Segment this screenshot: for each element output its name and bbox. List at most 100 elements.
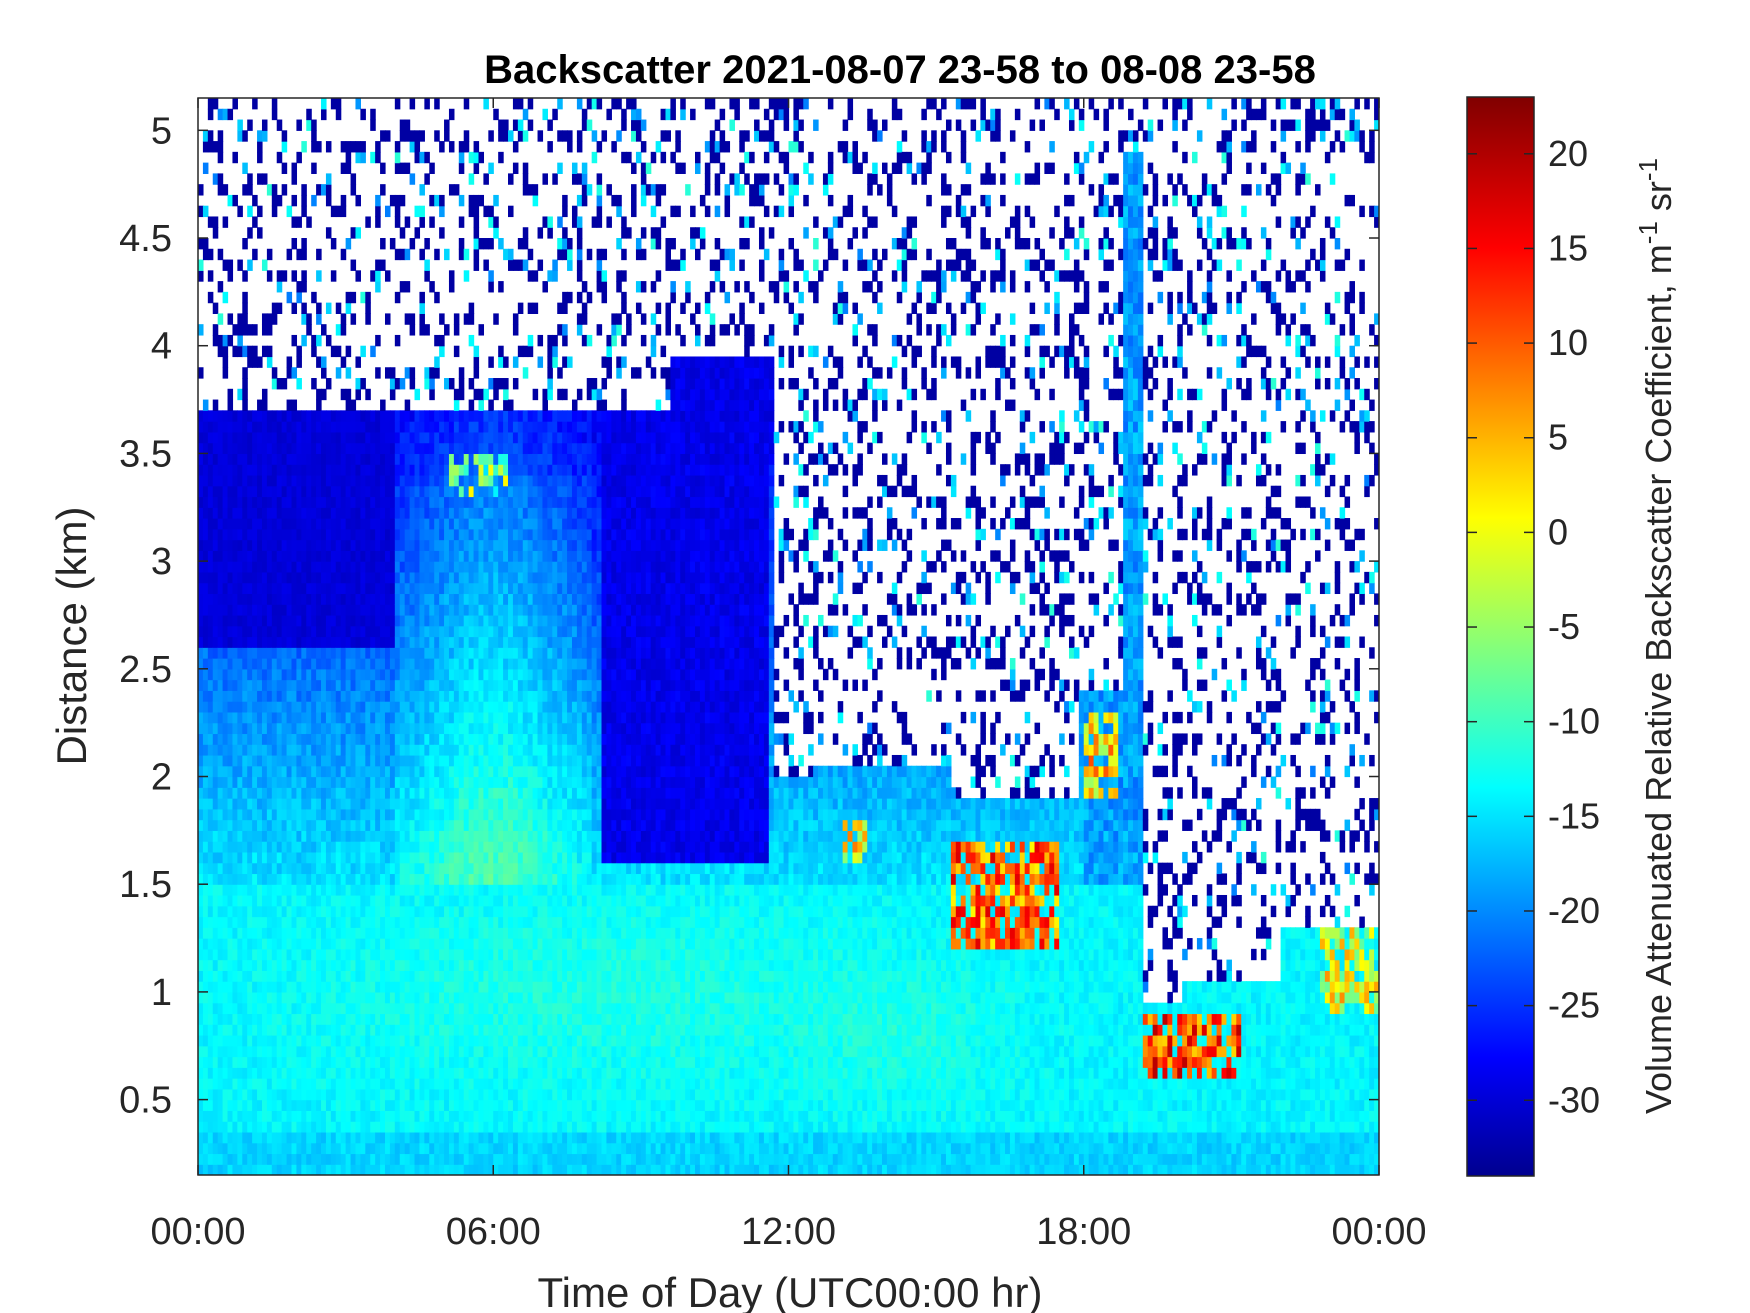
heatmap-cell bbox=[355, 1153, 361, 1165]
heatmap-cell bbox=[453, 1121, 460, 1133]
heatmap-cell bbox=[434, 690, 440, 702]
heatmap-cell bbox=[424, 604, 430, 616]
heatmap-cell bbox=[227, 647, 234, 659]
heatmap-cell bbox=[503, 948, 509, 961]
heatmap-cell bbox=[232, 819, 238, 831]
heatmap-cell bbox=[473, 1099, 480, 1111]
heatmap-cell bbox=[448, 582, 455, 595]
heatmap-cell bbox=[498, 614, 504, 627]
heatmap-cell bbox=[325, 474, 332, 487]
heatmap-cell bbox=[375, 281, 381, 293]
heatmap-cell bbox=[473, 884, 480, 896]
heatmap-cell bbox=[503, 410, 509, 422]
heatmap-cell bbox=[222, 862, 229, 875]
heatmap-cell bbox=[198, 485, 204, 498]
heatmap-cell bbox=[419, 668, 425, 681]
heatmap-cell bbox=[493, 894, 499, 907]
heatmap-cell bbox=[266, 496, 273, 508]
heatmap-cell bbox=[242, 130, 248, 142]
heatmap-cell bbox=[414, 518, 421, 530]
heatmap-cell bbox=[247, 1013, 253, 1025]
heatmap-cell bbox=[237, 873, 243, 885]
heatmap-cell bbox=[232, 1045, 238, 1058]
heatmap-cell bbox=[316, 1056, 322, 1068]
heatmap-cell bbox=[444, 1088, 450, 1101]
heatmap-cell bbox=[306, 431, 312, 444]
heatmap-cell bbox=[325, 711, 332, 724]
heatmap-cell bbox=[508, 1024, 514, 1036]
heatmap-cell bbox=[311, 1045, 317, 1058]
heatmap-cell bbox=[325, 1164, 332, 1175]
heatmap-cell bbox=[242, 1164, 248, 1175]
heatmap-cell bbox=[261, 916, 268, 928]
heatmap-cell bbox=[399, 765, 406, 778]
heatmap-cell bbox=[276, 593, 283, 605]
heatmap-cell bbox=[360, 1034, 366, 1047]
heatmap-cell bbox=[468, 334, 475, 347]
heatmap-cell bbox=[350, 442, 357, 455]
heatmap-cell bbox=[232, 991, 238, 1004]
heatmap-cell bbox=[483, 873, 489, 885]
heatmap-cell bbox=[394, 1045, 401, 1058]
heatmap-cell bbox=[360, 151, 366, 164]
heatmap-cell bbox=[380, 668, 386, 681]
heatmap-cell bbox=[478, 151, 485, 164]
heatmap-cell bbox=[370, 1056, 376, 1068]
heatmap-cell bbox=[316, 1024, 322, 1036]
heatmap-cell bbox=[370, 658, 376, 670]
heatmap-cell bbox=[478, 1056, 485, 1068]
heatmap-cell bbox=[508, 970, 514, 982]
heatmap-cell bbox=[360, 981, 366, 993]
heatmap-cell bbox=[458, 808, 465, 821]
heatmap-cell bbox=[207, 1088, 214, 1101]
heatmap-cell bbox=[217, 431, 224, 444]
heatmap-cell bbox=[207, 582, 214, 595]
heatmap-cell bbox=[311, 141, 317, 153]
heatmap-cell bbox=[429, 830, 435, 842]
heatmap-cell bbox=[345, 873, 352, 885]
heatmap-cell bbox=[375, 981, 381, 993]
heatmap-cell bbox=[207, 1099, 214, 1111]
heatmap-cell bbox=[257, 485, 263, 498]
heatmap-cell bbox=[198, 722, 204, 735]
heatmap-cell bbox=[389, 884, 396, 896]
heatmap-cell bbox=[306, 582, 312, 595]
heatmap-cell bbox=[365, 722, 371, 735]
heatmap-cell bbox=[453, 431, 460, 444]
heatmap-cell bbox=[503, 916, 509, 928]
heatmap-cell bbox=[271, 787, 278, 799]
heatmap-cell bbox=[271, 744, 278, 756]
heatmap-cell bbox=[286, 604, 293, 616]
heatmap-cell bbox=[483, 593, 489, 605]
heatmap-cell bbox=[493, 507, 499, 519]
heatmap-cell bbox=[261, 1056, 268, 1068]
heatmap-cell bbox=[360, 1045, 366, 1058]
heatmap-cell bbox=[330, 916, 337, 928]
heatmap-cell bbox=[365, 485, 371, 498]
heatmap-cell bbox=[330, 1056, 337, 1068]
heatmap-cell bbox=[463, 851, 470, 864]
heatmap-cell bbox=[468, 378, 475, 390]
heatmap-cell bbox=[355, 496, 361, 508]
heatmap-cell bbox=[291, 442, 298, 455]
heatmap-cell bbox=[281, 658, 288, 670]
heatmap-cell bbox=[365, 830, 371, 842]
heatmap-cell bbox=[207, 431, 214, 444]
heatmap-cell bbox=[370, 604, 376, 616]
heatmap-cell bbox=[207, 216, 214, 228]
heatmap-cell bbox=[335, 421, 342, 433]
heatmap-cell bbox=[384, 270, 391, 282]
heatmap-cell bbox=[424, 173, 430, 185]
heatmap-cell bbox=[448, 593, 455, 605]
heatmap-cell bbox=[316, 959, 322, 971]
heatmap-cell bbox=[271, 205, 278, 218]
heatmap-cell bbox=[340, 679, 347, 691]
heatmap-cell bbox=[321, 991, 327, 1004]
heatmap-cell bbox=[291, 302, 298, 314]
heatmap-cell bbox=[266, 647, 273, 659]
heatmap-cell bbox=[503, 539, 509, 551]
heatmap-cell bbox=[360, 108, 366, 121]
heatmap-cell bbox=[478, 658, 485, 670]
heatmap-cell bbox=[493, 701, 499, 713]
heatmap-cell bbox=[493, 1056, 499, 1068]
